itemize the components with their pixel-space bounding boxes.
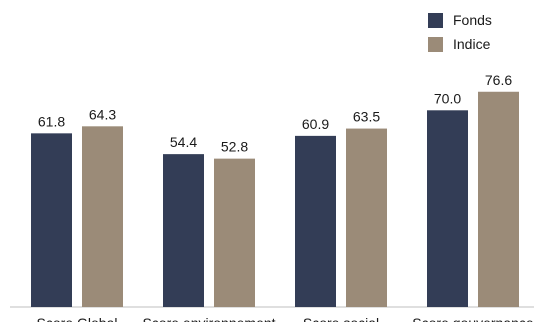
- bar-indice-score-social: [346, 128, 387, 307]
- bar-indice-score-global: [82, 126, 123, 307]
- legend-swatch-indice: [428, 36, 443, 52]
- value-label-fonds-score-environnement: 54.4: [170, 134, 197, 150]
- legend-swatch-fonds: [428, 12, 443, 28]
- bar-fonds-score-social: [295, 135, 336, 307]
- value-label-indice-score-global: 64.3: [89, 106, 116, 122]
- bar-fonds-score-global: [31, 133, 72, 307]
- value-label-indice-score-gouvernance: 76.6: [485, 72, 512, 88]
- category-labels-group: Score Global Score environnement Score soc…: [37, 315, 534, 322]
- bar-indice-score-gouvernance: [478, 91, 519, 307]
- bar-fonds-score-environnement: [163, 154, 204, 307]
- legend-label-indice: Indice: [453, 36, 491, 52]
- bars-group: [31, 91, 519, 307]
- category-label-score-social: Score social: [303, 315, 379, 322]
- legend: Fonds Indice: [428, 8, 492, 56]
- value-label-indice-score-environnement: 52.8: [221, 139, 248, 155]
- legend-item-indice: Indice: [428, 32, 492, 56]
- legend-item-fonds: Fonds: [428, 8, 492, 32]
- value-labels-group: 61.8 64.3 54.4 52.8 60.9 63.5 70.0 76.6: [38, 72, 512, 155]
- bar-fonds-score-gouvernance: [427, 110, 468, 307]
- category-label-score-global: Score Global: [37, 315, 118, 322]
- bar-indice-score-environnement: [214, 158, 255, 307]
- value-label-fonds-score-social: 60.9: [302, 116, 329, 132]
- value-label-fonds-score-global: 61.8: [38, 113, 65, 129]
- value-label-fonds-score-gouvernance: 70.0: [434, 90, 461, 106]
- category-label-score-environnement: Score environnement: [142, 315, 275, 322]
- category-label-score-gouvernance: Score gouvernance: [412, 315, 534, 322]
- value-label-indice-score-social: 63.5: [353, 109, 380, 125]
- legend-label-fonds: Fonds: [453, 12, 492, 28]
